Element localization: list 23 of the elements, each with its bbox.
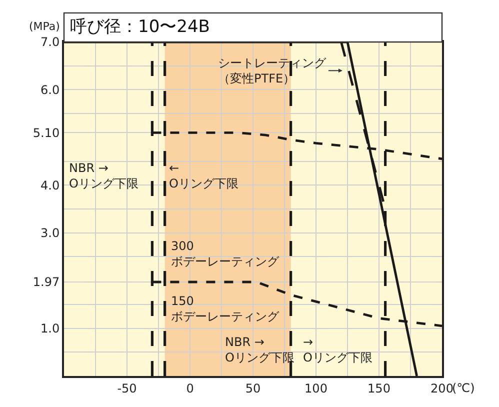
y-tick-label: 4.0: [40, 178, 60, 192]
annotation: シートレーティング（変性PTFE）: [218, 56, 327, 86]
x-tick-label: 200: [430, 381, 454, 396]
y-tick-label: 1.0: [40, 321, 60, 336]
y-tick-label: 1.97: [32, 275, 60, 290]
y-tick-label: 6.0: [40, 82, 60, 97]
x-tick-label: 50: [245, 381, 261, 396]
annotation: NBR → Oリング下限: [69, 161, 138, 191]
y-tick-label: 3.0: [40, 226, 60, 240]
annotation: 150 ボデーレーティング: [171, 294, 280, 324]
x-tick-label: 150: [368, 381, 390, 396]
annotation: 300 ボデーレーティング: [171, 239, 280, 269]
annotation: ← Oリング下限: [169, 161, 238, 191]
annotation: NBR → Oリング下限: [225, 335, 294, 365]
y-tick-label: 5.10: [32, 126, 60, 140]
y-tick-label: 7.0: [40, 35, 60, 50]
x-tick-label: 100: [304, 381, 328, 396]
x-axis-title: (℃): [452, 381, 475, 395]
x-tick-label: 0: [186, 381, 194, 396]
y-axis-title: (MPa): [29, 20, 60, 33]
chart-title: 呼び径：10〜24B: [70, 17, 210, 37]
annotation: → Oリング下限: [303, 335, 372, 365]
x-tick-label: -50: [117, 381, 137, 396]
